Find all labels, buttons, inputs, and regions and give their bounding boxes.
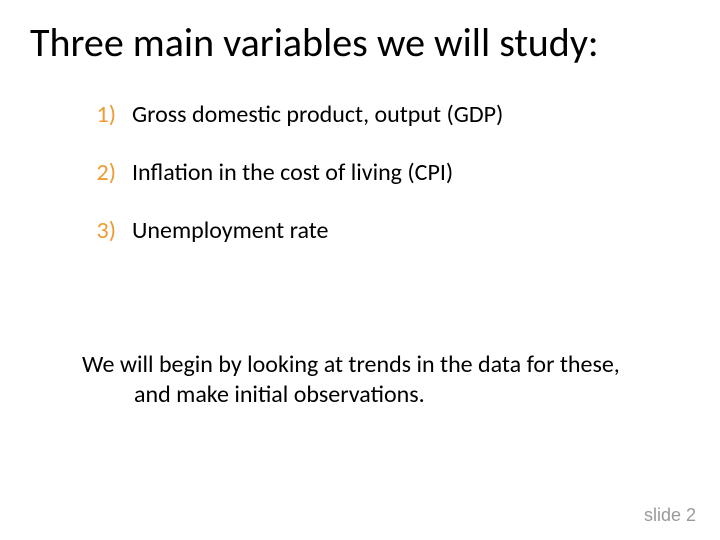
list-number: 1) (82, 100, 116, 130)
list-text: Unemployment rate (132, 216, 328, 246)
list-number: 2) (82, 158, 116, 188)
numbered-list: 1) Gross domestic product, output (GDP) … (82, 100, 660, 274)
slide-title: Three main variables we will study: (30, 18, 700, 67)
list-item: 1) Gross domestic product, output (GDP) (82, 100, 660, 130)
slide-number: slide 2 (644, 505, 696, 526)
list-text: Inflation in the cost of living (CPI) (132, 158, 453, 188)
slide: Three main variables we will study: 1) G… (0, 0, 720, 540)
list-number: 3) (82, 216, 116, 246)
list-text: Gross domestic product, output (GDP) (132, 100, 503, 130)
body-paragraph: We will begin by looking at trends in th… (82, 350, 630, 410)
paragraph-text: We will begin by looking at trends in th… (82, 350, 630, 410)
list-item: 2) Inflation in the cost of living (CPI) (82, 158, 660, 188)
list-item: 3) Unemployment rate (82, 216, 660, 246)
